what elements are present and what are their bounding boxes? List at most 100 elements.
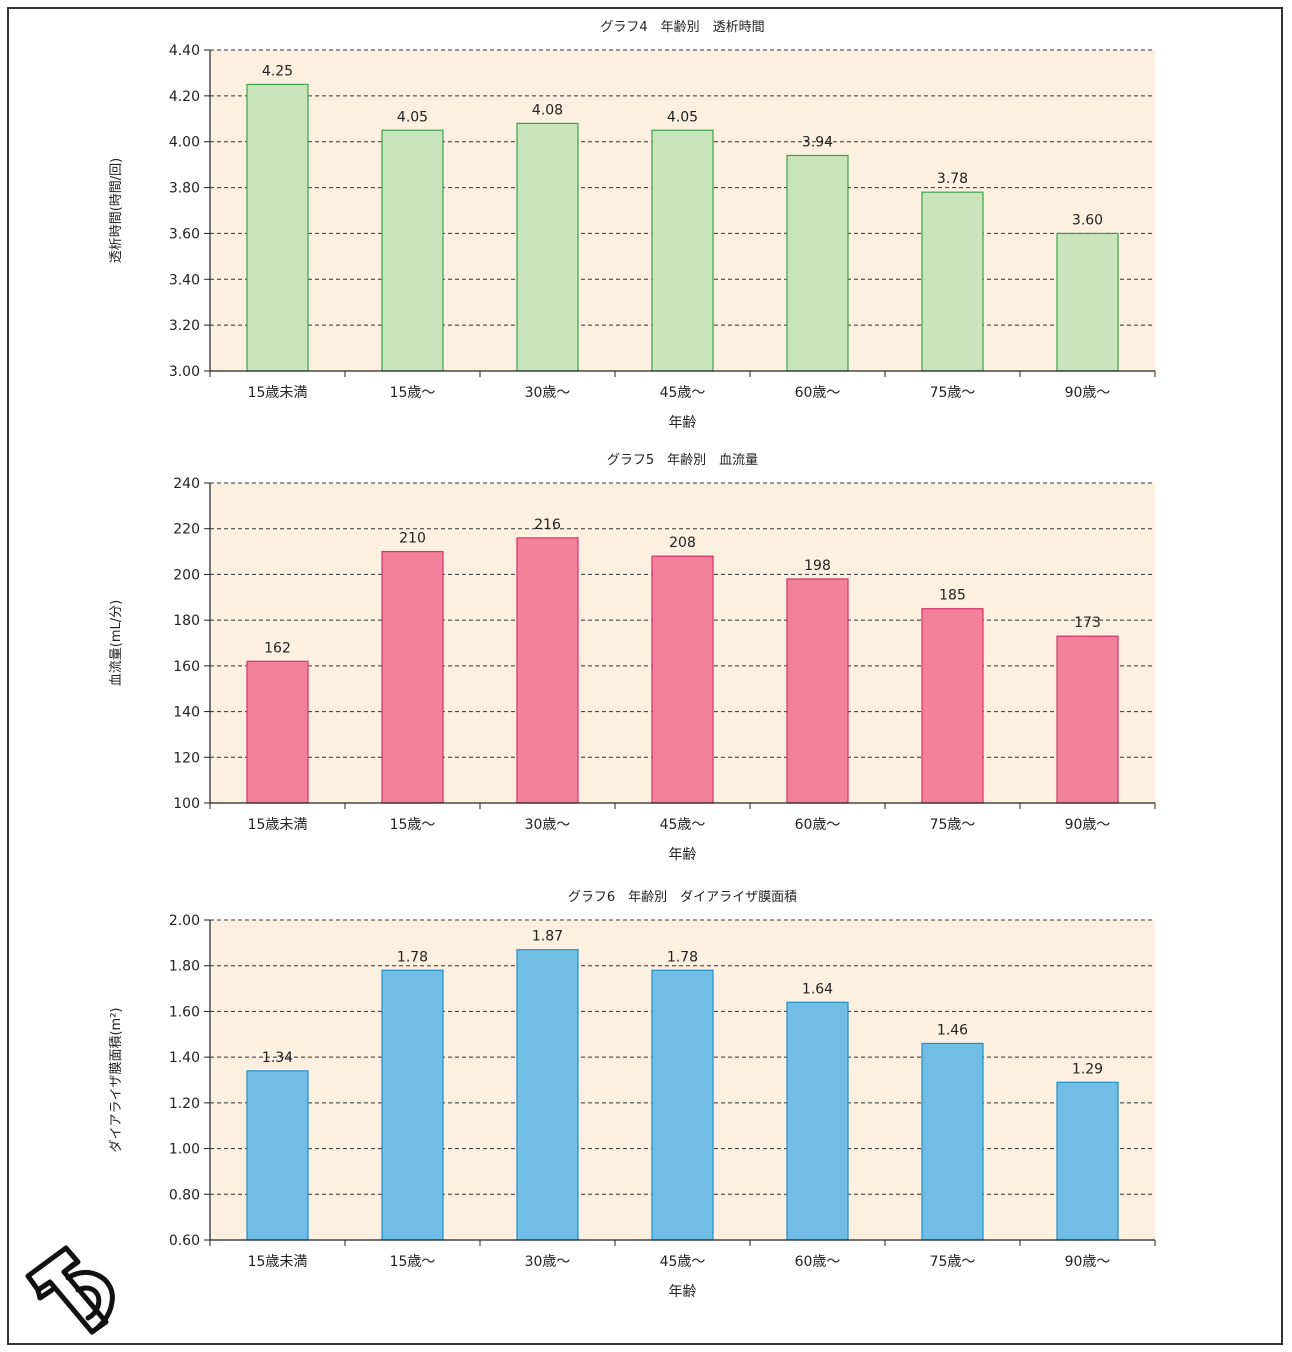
- x-tick-label: 45歳〜: [660, 817, 706, 833]
- x-axis-label: 年齢: [669, 847, 697, 863]
- bar: [1056, 232, 1119, 372]
- bar: [1056, 635, 1119, 804]
- data-label: 1.46: [937, 1022, 968, 1038]
- y-tick-label: 1.60: [169, 1004, 200, 1020]
- x-tick-label: 30歳〜: [525, 385, 571, 401]
- x-tick-label: 60歳〜: [795, 1254, 841, 1270]
- data-label: 4.25: [262, 63, 293, 79]
- x-tick-label: 15歳未満: [248, 1254, 308, 1270]
- x-tick-label: 75歳〜: [930, 1254, 976, 1270]
- y-axis-label: 透析時間(時間/回): [109, 158, 124, 264]
- x-tick-label: 15歳〜: [390, 817, 436, 833]
- x-tick-label: 15歳未満: [248, 817, 308, 833]
- y-tick-label: 140: [173, 705, 200, 721]
- chart-1: 3.00 3.20 3.40 3.60 3.80 4.00 4.20 4.40 4.25 4.05…: [109, 20, 1156, 431]
- y-axis-label: ダイアライザ膜面積(m²): [109, 1007, 124, 1152]
- y-tick-label: 1.00: [169, 1142, 200, 1158]
- bar: [651, 129, 714, 372]
- data-label: 185: [939, 588, 966, 604]
- bar: [921, 191, 984, 372]
- bar: [246, 660, 309, 804]
- y-axis-label: 血流量(mL/分): [109, 600, 124, 686]
- y-tick-label: 240: [173, 476, 200, 492]
- y-tick-label: 1.20: [169, 1096, 200, 1112]
- data-label: 1.78: [397, 949, 428, 965]
- bar: [921, 608, 984, 804]
- x-axis-label: 年齢: [669, 415, 697, 431]
- bar: [786, 154, 849, 372]
- y-tick-label: 3.80: [169, 181, 200, 197]
- bar: [246, 83, 309, 372]
- bar: [381, 969, 444, 1241]
- y-tick-label: 220: [173, 522, 200, 538]
- x-tick-label: 30歳〜: [525, 817, 571, 833]
- chart-3: 0.60 0.80 1.00 1.20 1.40 1.60 1.80 2.00 1.34 1.78…: [109, 890, 1156, 1300]
- y-tick-label: 3.00: [169, 364, 200, 380]
- x-tick-label: 90歳〜: [1065, 1254, 1111, 1270]
- bar: [246, 1070, 309, 1241]
- x-tick-label: 60歳〜: [795, 817, 841, 833]
- data-label: 3.60: [1072, 212, 1103, 228]
- x-tick-label: 90歳〜: [1065, 385, 1111, 401]
- y-tick-label: 4.20: [169, 89, 200, 105]
- data-label: 4.05: [667, 109, 698, 125]
- bar: [651, 555, 714, 804]
- y-tick-label: 2.00: [169, 913, 200, 929]
- data-label: 162: [264, 640, 291, 656]
- x-tick-label: 15歳〜: [390, 1254, 436, 1270]
- data-label: 208: [669, 535, 696, 551]
- chart-title: グラフ4 年齢別 透析時間: [600, 20, 764, 35]
- bar: [516, 537, 579, 804]
- bar: [381, 129, 444, 372]
- data-label: 4.05: [397, 109, 428, 125]
- data-label: 1.64: [802, 981, 833, 997]
- y-tick-label: 4.40: [169, 43, 200, 59]
- td-logo-icon: [25, 1245, 115, 1335]
- bar: [516, 949, 579, 1241]
- data-label: 173: [1074, 615, 1101, 631]
- y-tick-label: 120: [173, 750, 200, 766]
- y-tick-label: 0.60: [169, 1233, 200, 1249]
- y-tick-label: 180: [173, 613, 200, 629]
- y-tick-label: 3.40: [169, 272, 200, 288]
- y-tick-label: 1.80: [169, 959, 200, 975]
- bar: [1056, 1081, 1119, 1241]
- data-label: 198: [804, 558, 831, 574]
- bar: [786, 578, 849, 804]
- x-tick-label: 30歳〜: [525, 1254, 571, 1270]
- x-tick-label: 45歳〜: [660, 1254, 706, 1270]
- x-tick-label: 45歳〜: [660, 385, 706, 401]
- y-tick-label: 3.20: [169, 318, 200, 334]
- data-label: 216: [534, 517, 561, 533]
- data-label: 1.29: [1072, 1061, 1103, 1077]
- data-label: 1.87: [532, 929, 563, 945]
- x-tick-label: 15歳〜: [390, 385, 436, 401]
- y-tick-label: 3.60: [169, 226, 200, 242]
- chart-title: グラフ5 年齢別 血流量: [607, 453, 758, 468]
- data-label: 210: [399, 531, 426, 547]
- bar: [786, 1001, 849, 1241]
- y-tick-label: 4.00: [169, 135, 200, 151]
- data-label: 3.78: [937, 171, 968, 187]
- x-tick-label: 60歳〜: [795, 385, 841, 401]
- bar: [516, 122, 579, 372]
- y-tick-label: 1.40: [169, 1050, 200, 1066]
- x-axis-label: 年齢: [669, 1284, 697, 1300]
- data-label: 3.94: [802, 134, 833, 150]
- data-label: 1.78: [667, 949, 698, 965]
- x-tick-label: 15歳未満: [248, 385, 308, 401]
- x-tick-label: 75歳〜: [930, 817, 976, 833]
- chart-2: 100 120 140 160 180 200 220 240 162 210 216 208 198 1…: [109, 453, 1156, 863]
- y-tick-label: 100: [173, 796, 200, 812]
- y-tick-label: 0.80: [169, 1187, 200, 1203]
- y-tick-label: 160: [173, 659, 200, 675]
- x-tick-label: 75歳〜: [930, 385, 976, 401]
- y-tick-label: 200: [173, 567, 200, 583]
- bar: [921, 1042, 984, 1241]
- data-label: 4.08: [532, 102, 563, 118]
- chart-title: グラフ6 年齢別 ダイアライザ膜面積: [568, 890, 797, 905]
- data-label: 1.34: [262, 1050, 293, 1066]
- bar: [651, 969, 714, 1241]
- x-tick-label: 90歳〜: [1065, 817, 1111, 833]
